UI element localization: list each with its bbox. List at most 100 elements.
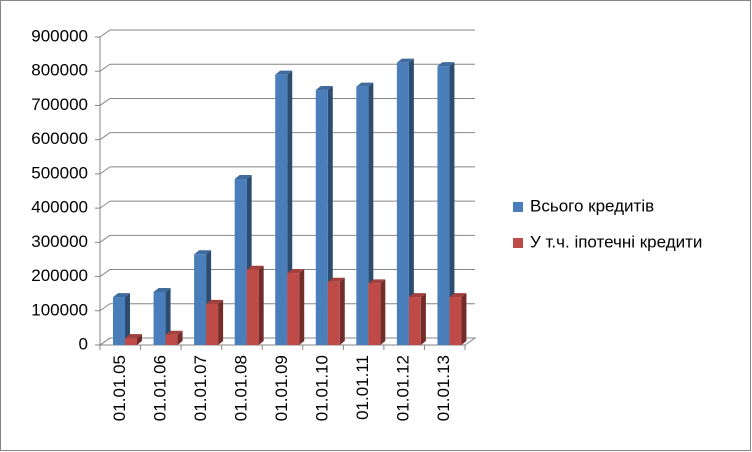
bar-top — [287, 269, 305, 274]
bar — [327, 281, 340, 345]
bar-group — [368, 279, 386, 345]
bar-group — [449, 293, 467, 345]
bar — [287, 273, 300, 345]
bar-side — [420, 293, 426, 345]
bar-top — [356, 82, 374, 87]
bar — [396, 62, 409, 346]
grid-line — [99, 166, 475, 175]
bar-top — [194, 250, 212, 255]
bar-top — [315, 86, 333, 91]
bar-group — [437, 62, 455, 345]
grid-line — [99, 97, 475, 106]
bar-side — [137, 334, 142, 345]
bar-side — [408, 58, 414, 346]
y-tick-label: 0 — [79, 334, 88, 353]
bar — [449, 297, 462, 345]
bar-group — [113, 293, 130, 345]
bar-side — [461, 293, 467, 345]
bar — [437, 66, 450, 345]
grid-line — [99, 200, 475, 209]
bar-top — [113, 293, 130, 298]
bar-top — [234, 175, 252, 180]
legend-swatch — [513, 202, 523, 212]
grid-line — [99, 337, 475, 346]
x-tick-label: 01.01.06 — [150, 355, 169, 421]
bar-top — [437, 62, 455, 67]
y-tick-label: 300000 — [31, 232, 88, 251]
x-tick-label: 01.01.10 — [313, 355, 332, 421]
legend-label: У т.ч. іпотечні кредити — [530, 232, 702, 251]
y-tick-label: 600000 — [31, 129, 88, 148]
bar — [275, 74, 288, 346]
bar-group — [165, 330, 183, 345]
x-tick-label: 01.01.11 — [353, 355, 372, 420]
bar — [246, 269, 259, 345]
bar-top — [449, 293, 467, 298]
y-tick-label: 800000 — [31, 61, 88, 80]
x-tick-label: 01.01.13 — [434, 355, 453, 421]
bar — [125, 338, 137, 345]
bar-top — [125, 334, 142, 339]
x-tick-label: 01.01.05 — [110, 355, 129, 421]
y-tick-label: 500000 — [31, 163, 88, 182]
bar — [194, 254, 207, 345]
grid-line — [99, 303, 475, 312]
grid-line — [99, 269, 475, 277]
y-tick-label: 900000 — [31, 26, 88, 45]
bar-top — [206, 299, 224, 304]
y-tick-label: 100000 — [31, 300, 88, 319]
bar-top — [165, 330, 183, 335]
bar-group — [206, 299, 224, 345]
bar — [165, 334, 178, 345]
grid-line — [99, 63, 475, 72]
bar-top — [327, 277, 345, 282]
bar-side — [449, 62, 455, 345]
bar-side — [125, 293, 130, 345]
bar-top — [153, 287, 171, 292]
bar-group — [408, 293, 426, 345]
bar-side — [339, 277, 345, 345]
bar — [408, 297, 421, 345]
grid-line — [99, 29, 475, 38]
bar — [315, 90, 328, 346]
bar-group — [327, 277, 345, 345]
bar-top — [368, 279, 386, 284]
bar-side — [299, 269, 305, 345]
x-tick-label: 01.01.12 — [394, 355, 413, 421]
bar-side — [218, 299, 224, 345]
y-tick-label: 700000 — [31, 95, 88, 114]
bar — [206, 303, 219, 345]
bar-top — [396, 58, 414, 63]
bar-side — [258, 265, 264, 345]
bar-group — [125, 334, 142, 345]
grid-line — [99, 132, 475, 141]
bar — [368, 283, 381, 345]
bar — [356, 86, 369, 345]
bar-side — [165, 287, 171, 345]
bar-group — [356, 82, 374, 345]
legend-swatch — [513, 238, 523, 248]
y-tick-label: 200000 — [31, 266, 88, 285]
bar-side — [368, 82, 374, 345]
bar-group — [287, 269, 305, 345]
bar-group — [246, 265, 264, 345]
bar-group — [396, 58, 414, 346]
grid-line — [99, 234, 475, 243]
bar — [153, 291, 166, 345]
bar-top — [408, 293, 426, 298]
bar-side — [380, 279, 386, 345]
bar — [113, 297, 125, 345]
x-tick-label: 01.01.08 — [231, 355, 250, 421]
x-tick-label: 01.01.07 — [191, 355, 210, 421]
legend-label: Всього кредитів — [530, 196, 654, 215]
bar — [234, 179, 247, 345]
y-tick-label: 400000 — [31, 198, 88, 217]
x-tick-label: 01.01.09 — [272, 355, 291, 421]
bar-top — [275, 70, 293, 75]
bar-side — [177, 330, 183, 345]
bar-group — [153, 287, 171, 345]
bar-top — [246, 265, 264, 270]
